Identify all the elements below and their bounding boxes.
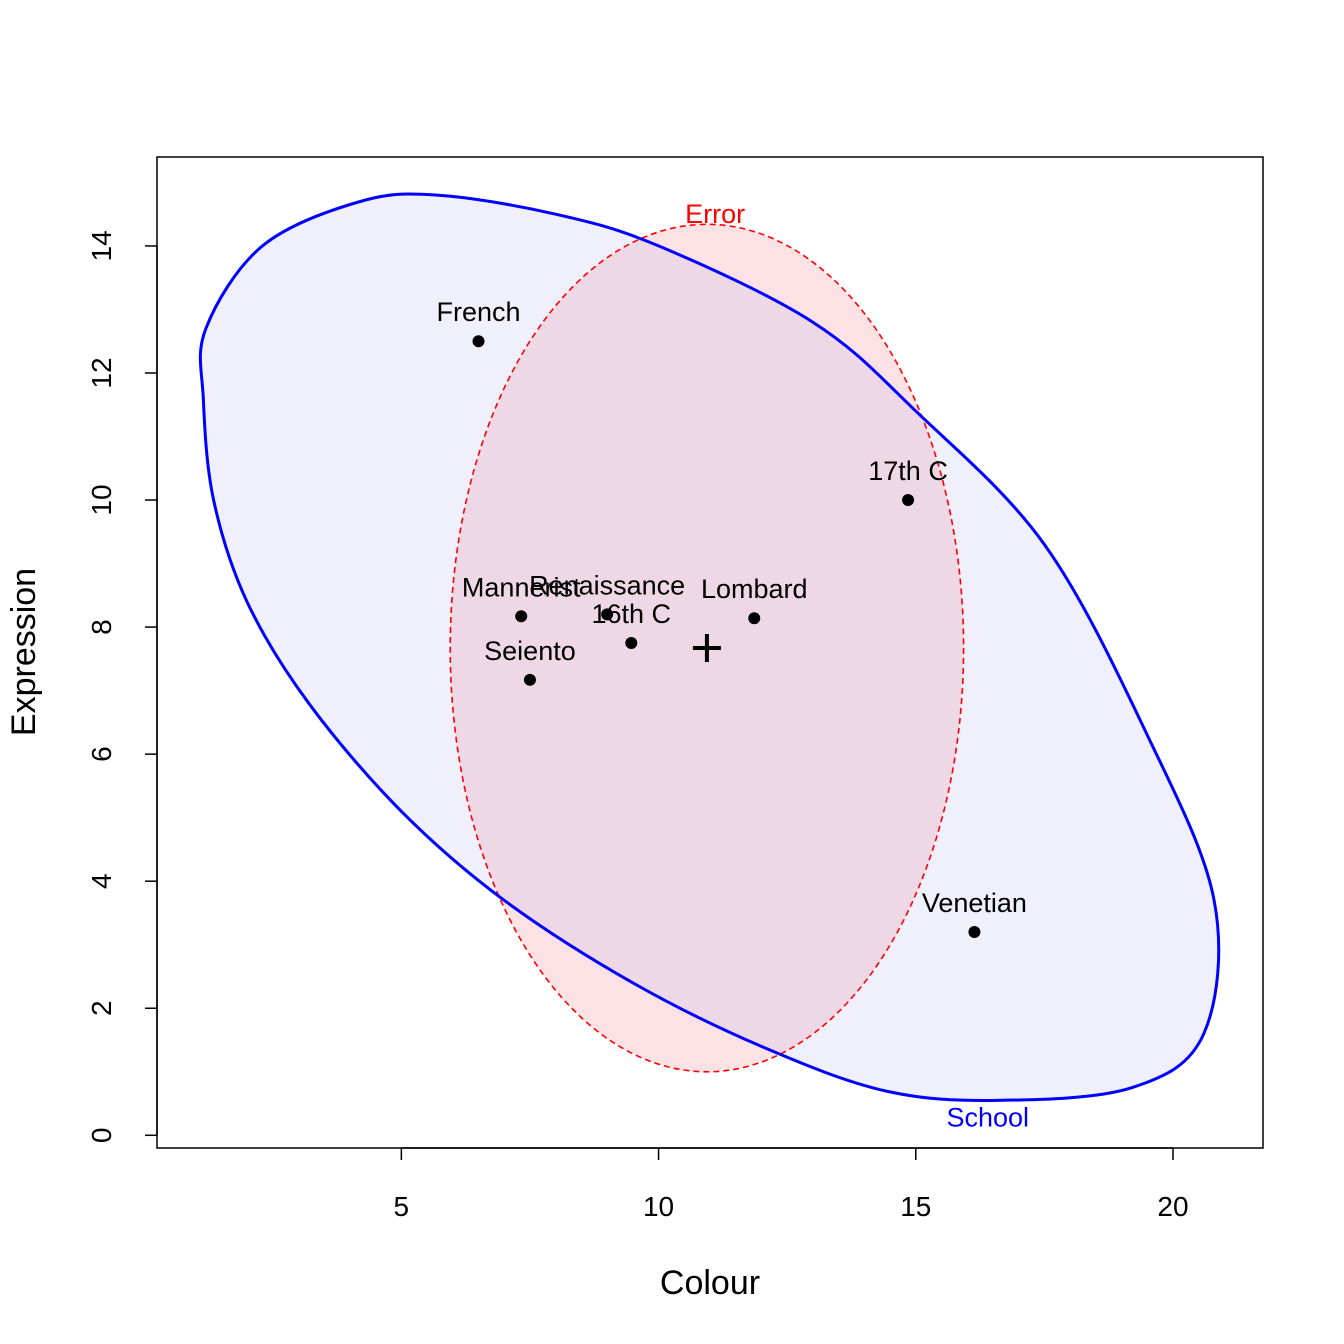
y-tick-label-2: 2 (86, 1000, 117, 1016)
point-french (472, 335, 485, 348)
x-axis-title: Colour (660, 1264, 760, 1302)
point-venetian (968, 926, 981, 939)
x-tick-label-10: 10 (643, 1191, 674, 1222)
y-tick-label-6: 6 (86, 746, 117, 762)
point-label-lombard: Lombard (701, 574, 808, 604)
y-tick-label-8: 8 (86, 619, 117, 635)
y-tick-label-4: 4 (86, 873, 117, 889)
x-tick-label-5: 5 (394, 1191, 410, 1222)
point-16th-c (625, 636, 638, 649)
point-label-venetian: Venetian (922, 888, 1027, 918)
school-ellipse-label: School (947, 1103, 1030, 1133)
point-label-mannerist: Mannerist (462, 572, 581, 602)
x-tick-label-15: 15 (900, 1191, 931, 1222)
error-ellipse-label: Error (685, 199, 745, 229)
point-label-seiento: Seiento (484, 636, 576, 666)
y-tick-label-10: 10 (86, 484, 117, 515)
point-seiento (523, 673, 536, 686)
y-axis-title: Expression (5, 568, 43, 736)
x-tick-label-20: 20 (1157, 1191, 1188, 1222)
point-label-french: French (436, 297, 520, 327)
axes-layer: 5 10 15 20 0 2 4 6 8 10 12 14 (86, 230, 1189, 1222)
y-tick-label-0: 0 (86, 1128, 117, 1144)
ellipse-layer: Error School (198, 192, 1221, 1133)
points-layer (472, 335, 981, 939)
error-ellipse (449, 223, 965, 1073)
point-renaissance (601, 608, 614, 621)
point-lombard (748, 612, 761, 625)
y-tick-label-14: 14 (86, 230, 117, 261)
point-mannerist (515, 610, 528, 623)
point-label-16th-c: 16th C (592, 599, 672, 629)
point-label-renaissance: Renaissance (529, 570, 685, 600)
point-17th-c (902, 494, 915, 507)
school-ellipse (198, 192, 1221, 1102)
point-label-17th-c: 17th C (868, 456, 948, 486)
y-tick-label-12: 12 (86, 357, 117, 388)
